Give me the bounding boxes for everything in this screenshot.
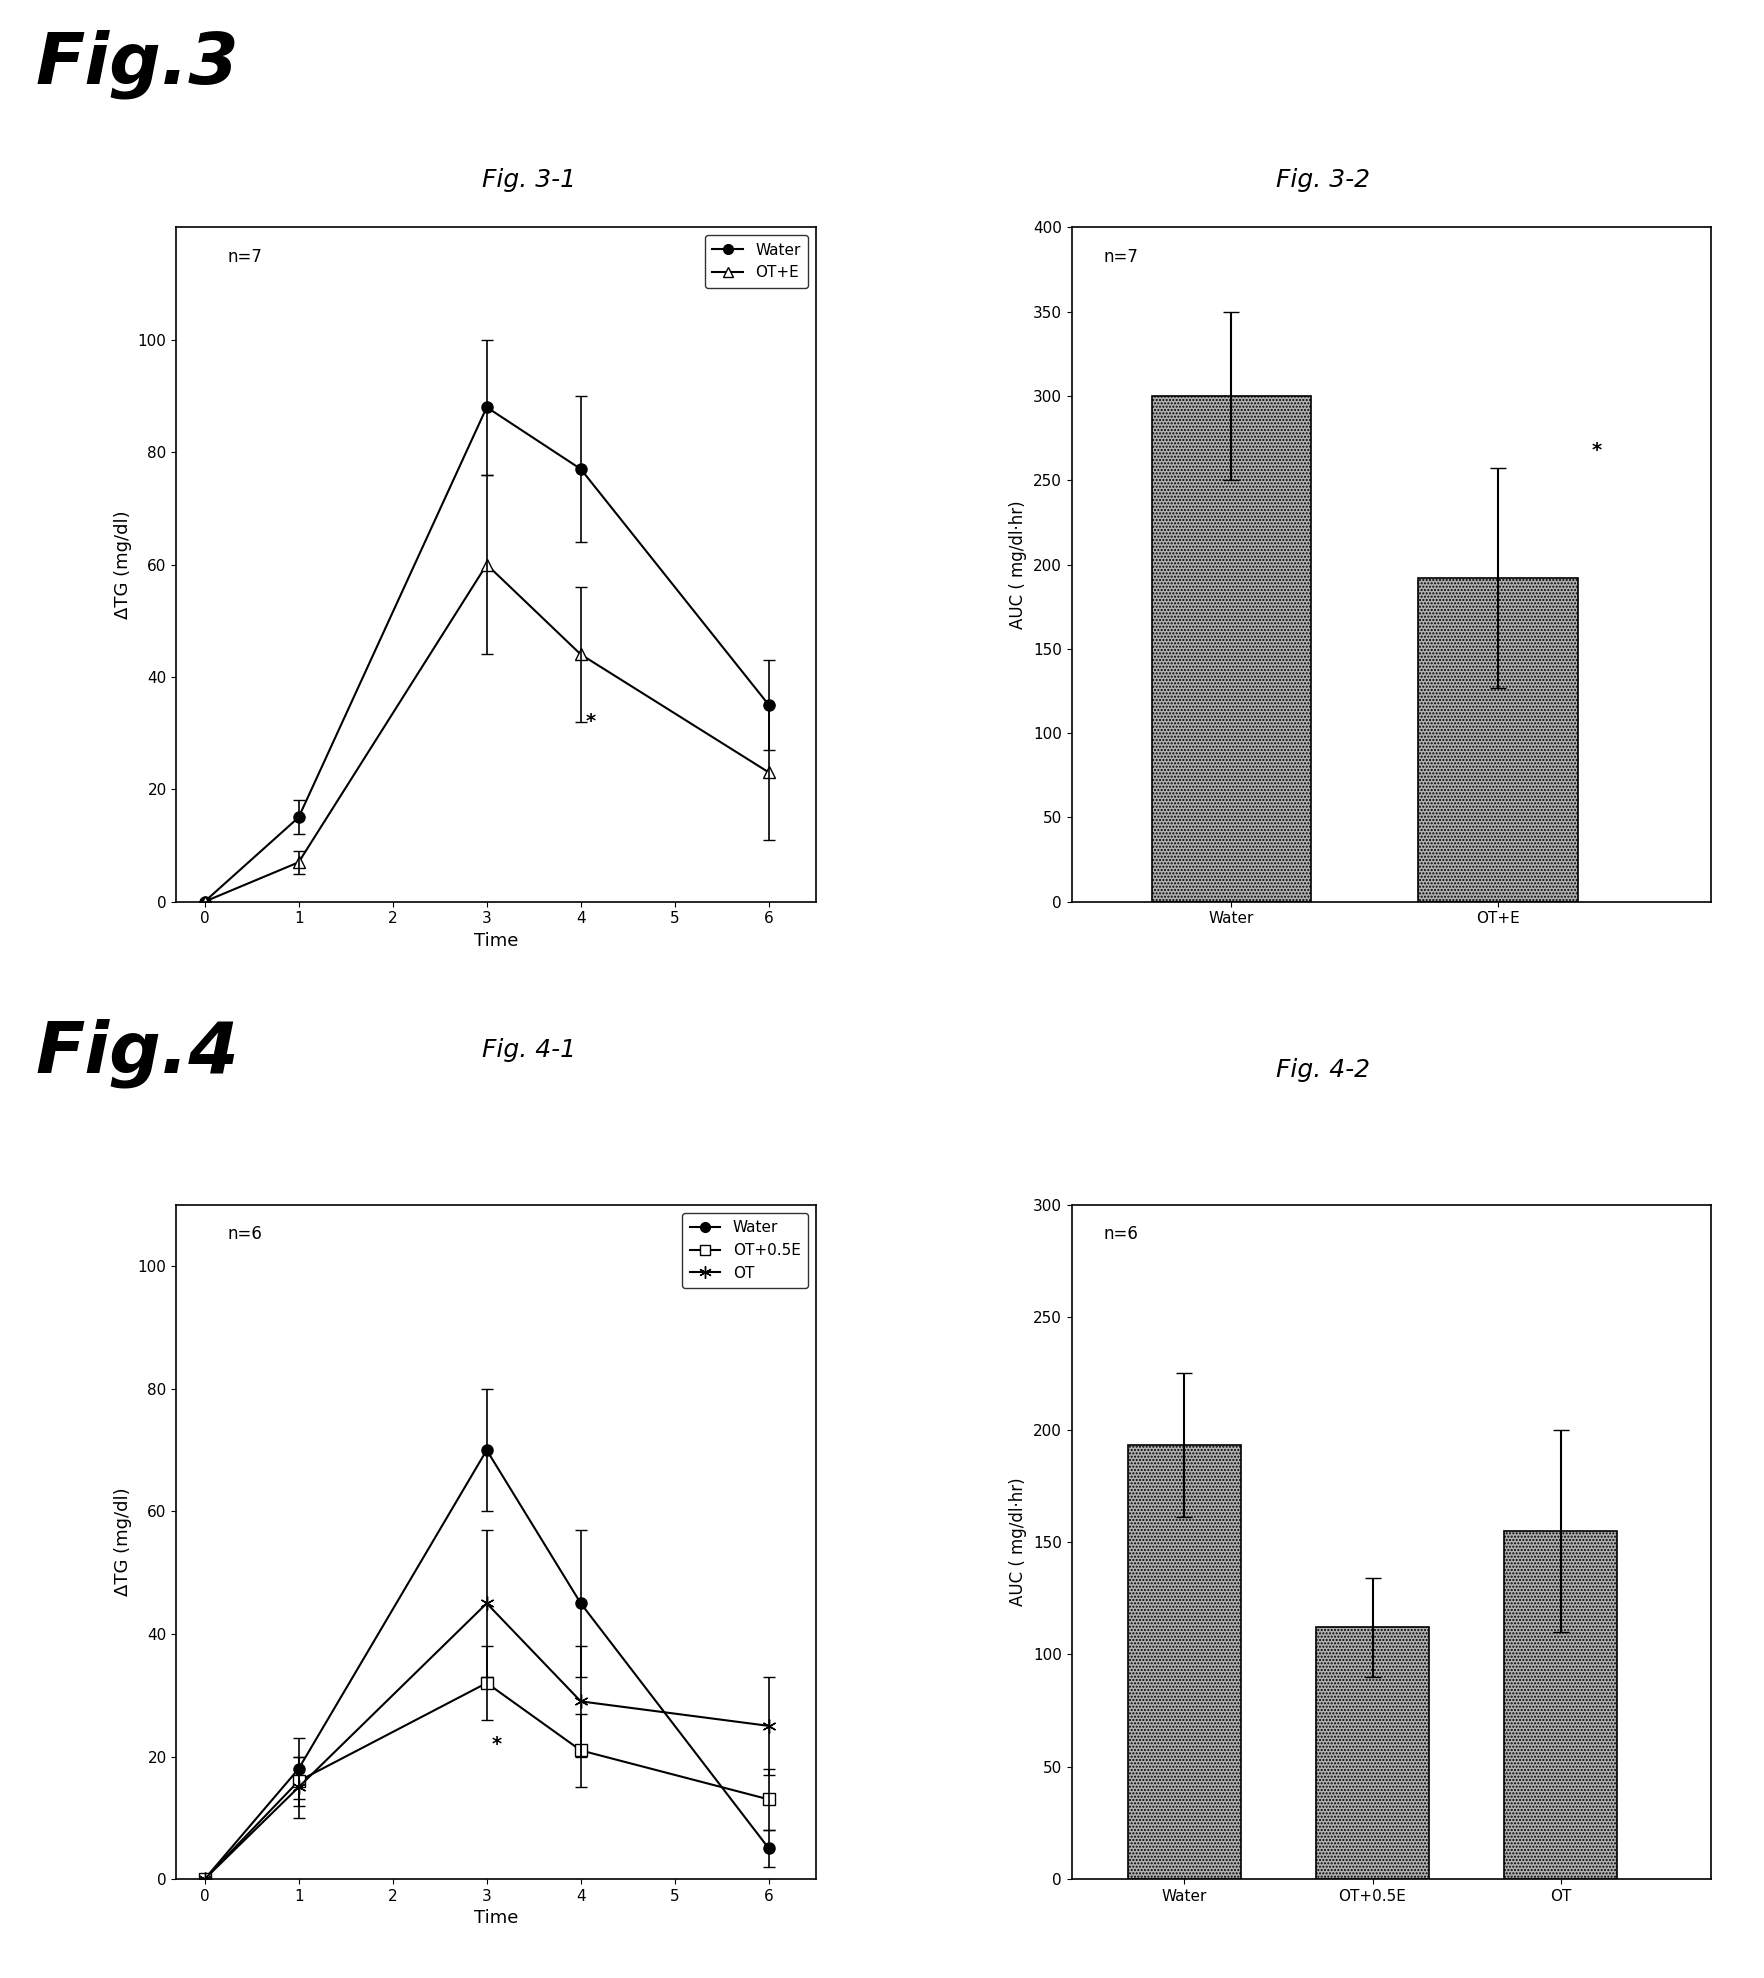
Y-axis label: AUC ( mg/dl·hr): AUC ( mg/dl·hr) (1009, 500, 1027, 629)
Legend: Water, OT+0.5E, OT: Water, OT+0.5E, OT (683, 1213, 808, 1288)
Legend: Water, OT+E: Water, OT+E (706, 235, 808, 289)
Bar (1316, 1628, 1429, 1879)
Text: n=6: n=6 (228, 1224, 263, 1244)
Bar (1418, 578, 1577, 902)
Bar (1152, 396, 1311, 902)
Text: Fig.3: Fig.3 (35, 30, 238, 99)
Text: n=7: n=7 (228, 247, 263, 265)
Text: Fig. 3-2: Fig. 3-2 (1275, 168, 1371, 192)
Y-axis label: ΔTG (mg/dl): ΔTG (mg/dl) (115, 1487, 132, 1596)
Text: n=7: n=7 (1104, 247, 1138, 265)
Y-axis label: ΔTG (mg/dl): ΔTG (mg/dl) (115, 510, 132, 619)
Text: *: * (586, 712, 596, 732)
Text: *: * (1591, 441, 1602, 461)
Text: n=6: n=6 (1104, 1224, 1138, 1244)
Text: Fig.4: Fig.4 (35, 1019, 238, 1088)
Text: *: * (492, 1735, 501, 1754)
X-axis label: Time: Time (475, 1909, 519, 1927)
Y-axis label: AUC ( mg/dl·hr): AUC ( mg/dl·hr) (1009, 1478, 1027, 1606)
X-axis label: Time: Time (475, 932, 519, 949)
Text: Fig. 4-1: Fig. 4-1 (482, 1038, 577, 1062)
Text: Fig. 3-1: Fig. 3-1 (482, 168, 577, 192)
Text: Fig. 4-2: Fig. 4-2 (1275, 1058, 1371, 1082)
Bar (1505, 1531, 1618, 1879)
Bar (1127, 1446, 1240, 1879)
